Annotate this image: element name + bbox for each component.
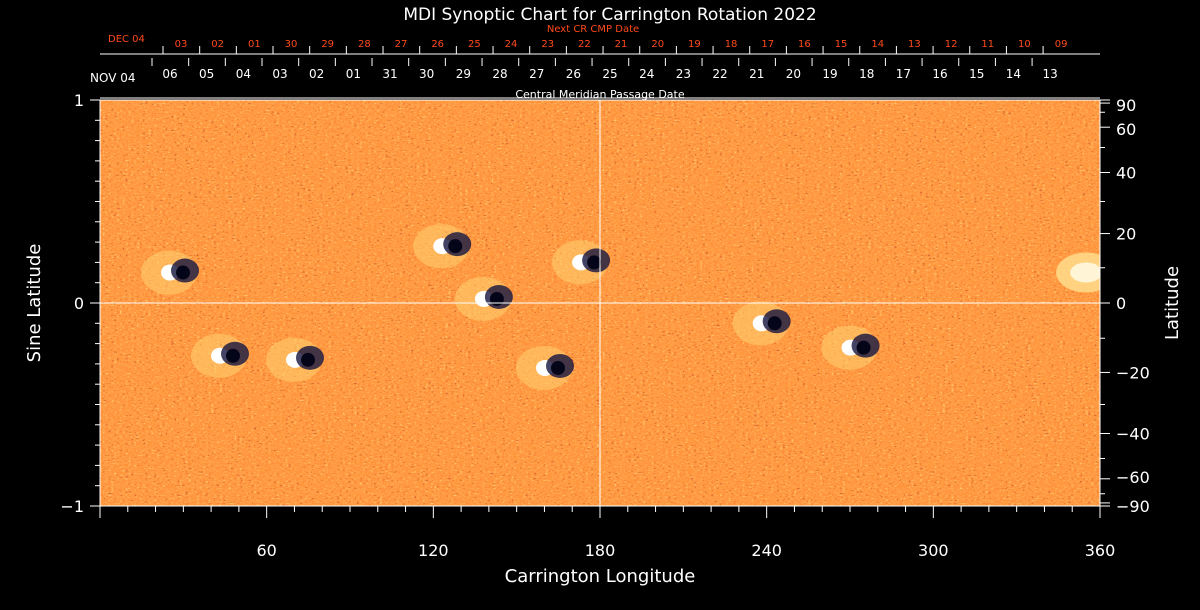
y-tick-label: 0 (74, 294, 84, 313)
cmp-day-label: 06 (162, 67, 177, 81)
x-axis: 60 120 180 240 300 360 (99, 506, 1116, 560)
next-cmp-day-label: 10 (1018, 39, 1031, 50)
cmp-day-label: 17 (896, 67, 911, 81)
x-tick-label: 300 (918, 541, 949, 560)
next-cmp-day-label: 19 (688, 39, 701, 50)
cmp-day-label: 27 (529, 67, 544, 81)
cmp-axis-label: Central Meridian Passage Date (515, 88, 684, 101)
active-region (413, 224, 472, 269)
next-cmp-day-label: 24 (505, 39, 518, 50)
cmp-day-label: 15 (969, 67, 984, 81)
cmp-day-label: 04 (236, 67, 251, 81)
active-region (516, 345, 574, 390)
lat-tick-label: 60 (1116, 120, 1136, 139)
cmp-axis: NOV 04 Central Meridian Passage Date 06 0… (90, 58, 1100, 101)
cmp-day-label: 03 (272, 67, 287, 81)
next-cmp-day-label: 12 (945, 39, 958, 50)
lat-tick-label: 90 (1116, 96, 1136, 115)
y-tick-label: 1 (74, 91, 84, 110)
x-axis-label: Carrington Longitude (505, 566, 696, 587)
next-cmp-day-label: 27 (395, 39, 408, 50)
active-region (266, 337, 324, 382)
next-cmp-day-label: 30 (285, 39, 298, 50)
lat-tick-label: 0 (1116, 294, 1126, 313)
next-cmp-month-label: DEC 04 (108, 34, 145, 45)
cmp-day-label: 21 (749, 67, 764, 81)
cmp-day-label: 22 (712, 67, 727, 81)
x-tick-label: 120 (418, 541, 449, 560)
next-cmp-day-label: 25 (468, 39, 481, 50)
next-cmp-day-label: 28 (358, 39, 371, 50)
cmp-day-label: 19 (822, 67, 837, 81)
cmp-day-label: 24 (639, 67, 654, 81)
cmp-day-label: 31 (382, 67, 397, 81)
cmp-day-label: 18 (859, 67, 874, 81)
next-cmp-day-label: 26 (431, 39, 444, 50)
active-region (552, 240, 611, 285)
y-axis-left-label: Sine Latitude (24, 244, 45, 363)
cmp-day-label: 02 (309, 67, 324, 81)
y-axis-right-label: Latitude (1162, 266, 1183, 340)
next-cmp-day-label: 03 (175, 39, 188, 50)
cmp-day-label: 25 (602, 67, 617, 81)
next-cmp-day-label: 14 (871, 39, 884, 50)
next-cmp-day-label: 20 (651, 39, 664, 50)
next-cmp-day-label: 09 (1055, 39, 1068, 50)
lat-tick-label: 40 (1116, 164, 1136, 183)
next-cmp-day-label: 18 (725, 39, 738, 50)
x-tick-label: 180 (585, 541, 616, 560)
next-cmp-day-label: 02 (211, 39, 224, 50)
next-cmp-day-label: 21 (615, 39, 628, 50)
next-cmp-day-label: 17 (761, 39, 774, 50)
cmp-day-label: 20 (786, 67, 801, 81)
cmp-day-label: 28 (492, 67, 507, 81)
cmp-day-label: 13 (1042, 67, 1057, 81)
cmp-day-label: 14 (1006, 67, 1021, 81)
chart-title: MDI Synoptic Chart for Carrington Rotati… (403, 5, 816, 25)
active-region (732, 301, 791, 346)
next-cmp-day-label: 15 (835, 39, 848, 50)
y-axis-left: 1 0 −1 (60, 91, 100, 516)
next-cmp-day-label: 11 (981, 39, 994, 50)
cmp-day-label: 23 (676, 67, 691, 81)
next-cmp-axis: Next CR CMP Date DEC 04 03 02 01 30 29 28 27 26… (100, 24, 1100, 55)
next-cmp-day-label: 01 (248, 39, 261, 50)
active-region (1056, 252, 1100, 293)
x-tick-label: 60 (256, 541, 276, 560)
cmp-day-label: 01 (346, 67, 361, 81)
lat-tick-label: −20 (1116, 363, 1150, 382)
lat-tick-label: −40 (1116, 424, 1150, 443)
next-cmp-day-label: 29 (321, 39, 334, 50)
cmp-day-label: 16 (932, 67, 947, 81)
next-cmp-day-label: 16 (798, 39, 811, 50)
y-axis-right: 90 60 40 20 0 −20 −40 −60 −90 (1100, 96, 1150, 516)
y-tick-label: −1 (60, 497, 84, 516)
x-tick-label: 240 (751, 541, 782, 560)
lat-tick-label: 20 (1116, 225, 1136, 244)
cmp-day-label: 26 (566, 67, 581, 81)
next-cmp-day-label: 23 (541, 39, 554, 50)
next-cmp-day-label: 22 (578, 39, 591, 50)
cmp-day-label: 05 (199, 67, 214, 81)
next-cmp-day-label: 13 (908, 39, 921, 50)
next-cmp-axis-label: Next CR CMP Date (547, 24, 639, 35)
cmp-day-label: 29 (456, 67, 471, 81)
x-tick-label: 360 (1085, 541, 1116, 560)
active-region (191, 333, 249, 378)
cmp-day-label: 30 (419, 67, 434, 81)
active-region (821, 325, 880, 370)
cmp-month-label: NOV 04 (90, 71, 136, 85)
lat-tick-label: −90 (1116, 497, 1150, 516)
active-region (141, 250, 199, 295)
lat-tick-label: −60 (1116, 468, 1150, 487)
